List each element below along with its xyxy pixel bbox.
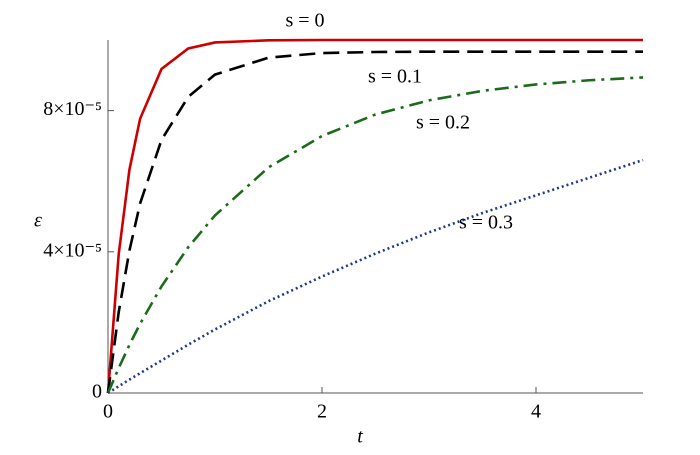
y-tick-label: 8×10⁻⁵ <box>43 98 102 120</box>
series-label: s = 0 <box>285 10 324 32</box>
series-label: s = 0.3 <box>459 212 513 234</box>
series-label: s = 0.2 <box>416 112 470 134</box>
x-axis-label: t <box>357 426 363 448</box>
series-line <box>107 158 644 395</box>
y-tick-label: 0 <box>92 381 102 403</box>
series-line <box>106 38 643 394</box>
x-tick-label: 0 <box>103 401 113 423</box>
series-line <box>106 76 644 394</box>
y-axis-label: ε <box>34 210 42 232</box>
x-tick-label: 4 <box>531 401 541 423</box>
series-line <box>106 50 643 394</box>
x-tick-label: 2 <box>317 401 327 423</box>
series-label: s = 0.1 <box>368 66 422 88</box>
y-tick-label: 4×10⁻⁵ <box>43 239 102 261</box>
